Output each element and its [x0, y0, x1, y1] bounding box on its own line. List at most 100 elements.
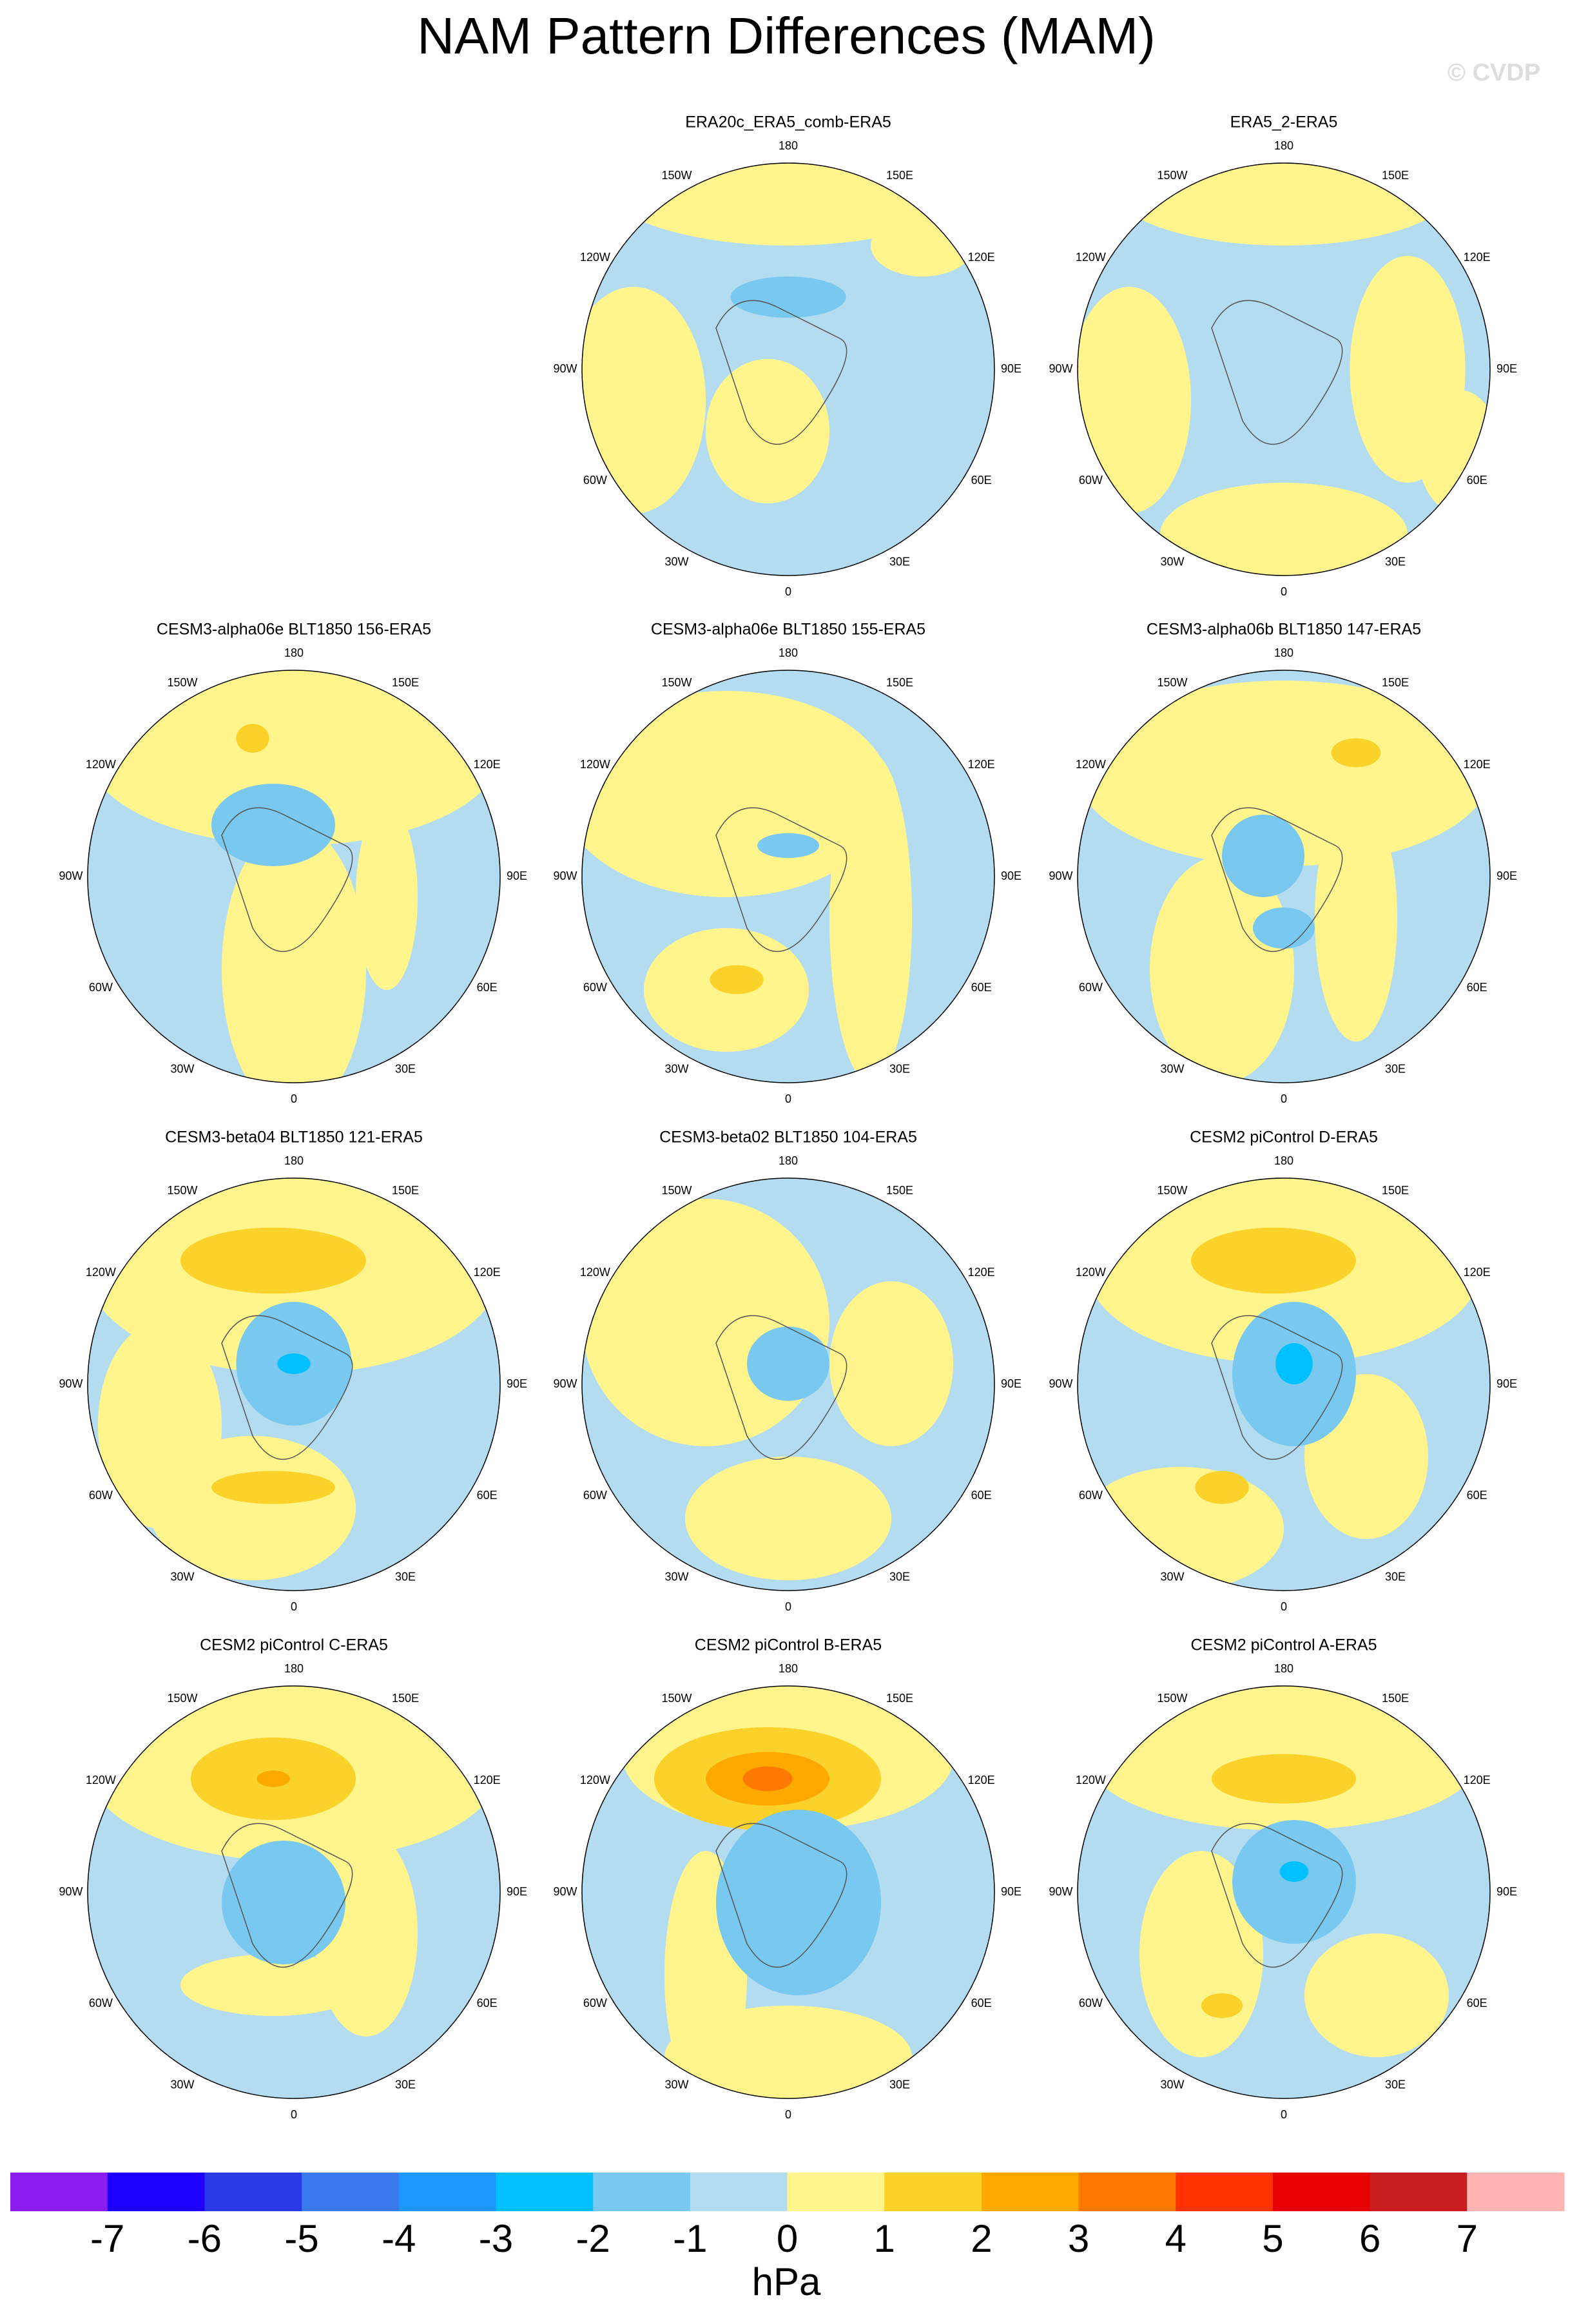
contour-region	[1078, 681, 1490, 866]
contour-region	[747, 1326, 829, 1401]
field	[1078, 681, 1490, 1083]
colorbar-tick-label: 1	[874, 2217, 895, 2260]
longitude-label: 30E	[889, 2078, 910, 2091]
longitude-label: 150W	[661, 169, 692, 182]
field	[1088, 1686, 1480, 2057]
coastline	[715, 300, 848, 445]
colorbar-tick-label: 2	[971, 2217, 992, 2260]
longitude-label: 0	[291, 2108, 297, 2121]
longitude-label: 60E	[971, 1997, 992, 2009]
colorbar-tick-label: -7	[90, 2217, 124, 2260]
panel-title: CESM2 piControl B-ERA5	[695, 1636, 882, 1654]
contour-region	[1109, 163, 1459, 246]
longitude-label: 120W	[1076, 251, 1106, 264]
longitude-label: 0	[1281, 1600, 1287, 1613]
contour-region	[1222, 815, 1304, 897]
longitude-label: 120E	[474, 1774, 501, 1787]
contour-region	[1150, 856, 1294, 1083]
longitude-label: 180	[1274, 1154, 1293, 1167]
contour-region	[88, 670, 500, 846]
longitude-label: 120W	[86, 1266, 116, 1279]
longitude-label: 30E	[1385, 2078, 1406, 2091]
longitude-label: 60W	[89, 1997, 113, 2009]
longitude-label: 30W	[1160, 555, 1184, 568]
longitude-label: 150E	[1382, 1184, 1409, 1197]
longitude-label: 150E	[1382, 1692, 1409, 1705]
longitude-label: 0	[1281, 1092, 1287, 1105]
longitude-label: 90E	[1001, 362, 1022, 375]
longitude-label: 30W	[170, 1062, 194, 1075]
contour-region	[742, 1766, 793, 1792]
longitude-label: 150W	[661, 1692, 692, 1705]
longitude-label: 120E	[968, 251, 995, 264]
longitude-label: 90E	[507, 1377, 527, 1390]
contour-region	[592, 163, 984, 246]
colorbar-tick-label: 0	[777, 2217, 798, 2260]
colorbar-tick-label: 3	[1068, 2217, 1089, 2260]
longitude-label: 90E	[1001, 1377, 1022, 1390]
longitude-label: 150W	[1157, 1184, 1187, 1197]
contour-region	[222, 825, 366, 1083]
contour-region	[1279, 1861, 1309, 1882]
contour-region	[829, 753, 912, 1083]
field	[88, 1686, 500, 2037]
contour-region	[98, 1322, 222, 1529]
longitude-label: 0	[785, 585, 791, 598]
longitude-label: 120W	[580, 758, 610, 771]
longitude-label: 0	[291, 1092, 297, 1105]
map-panel: CESM3-alpha06e BLT1850 156-ERA5 0 30E 60E 90…	[59, 621, 527, 1105]
longitude-label: 150W	[167, 1184, 197, 1197]
colorbar-tick-label: -4	[382, 2217, 416, 2260]
map-panel: ERA5_2-ERA5 0 30E 60E 90E 120E 150E 180 150W 120W…	[1049, 113, 1517, 598]
longitude-label: 60W	[1079, 474, 1103, 487]
colorbar-swatch	[787, 2173, 885, 2211]
longitude-label: 90W	[1049, 362, 1072, 375]
map-border	[1077, 162, 1491, 576]
contour-region	[1212, 1754, 1356, 1804]
field	[88, 670, 500, 1083]
longitude-label: 60E	[1467, 474, 1487, 487]
longitude-label: 120W	[1076, 1266, 1106, 1279]
longitude-label: 90W	[553, 1377, 577, 1390]
longitude-label: 150W	[1157, 1692, 1187, 1705]
longitude-label: 120E	[474, 758, 501, 771]
figure-title: NAM Pattern Differences (MAM)	[417, 7, 1155, 64]
field	[88, 1178, 500, 1580]
longitude-label: 30E	[1385, 555, 1406, 568]
longitude-label: 0	[785, 2108, 791, 2121]
longitude-label: 90E	[1497, 1377, 1517, 1390]
longitude-label: 180	[779, 1154, 798, 1167]
contour-region	[664, 2006, 912, 2098]
contour-region	[277, 1353, 311, 1374]
map-border	[581, 1177, 995, 1591]
longitude-label: 30E	[395, 2078, 416, 2091]
longitude-label: 0	[1281, 2108, 1287, 2121]
longitude-label: 0	[291, 1600, 297, 1613]
contour-region	[710, 965, 764, 994]
contour-region	[211, 1471, 335, 1504]
longitude-label: 120E	[1464, 251, 1491, 264]
colorbar-swatch	[10, 2173, 108, 2211]
map-panel: CESM3-beta02 BLT1850 104-ERA5 0 30E 60E 90E 1…	[553, 1128, 1022, 1613]
map-panel: CESM3-alpha06e BLT1850 155-ERA5 0 30E 60E 90…	[553, 621, 1022, 1105]
longitude-label: 30W	[1160, 2078, 1184, 2091]
contour-region	[356, 804, 418, 990]
panel-title: CESM3-alpha06e BLT1850 155-ERA5	[651, 621, 925, 639]
contour-region	[1160, 483, 1408, 576]
contour-region	[222, 1841, 345, 1964]
contour-region	[685, 1457, 891, 1580]
colorbar-swatch	[302, 2173, 400, 2211]
longitude-label: 120E	[1464, 1774, 1491, 1787]
longitude-label: 150E	[392, 676, 419, 689]
map-panel: CESM2 piControl C-ERA5 0 30E 60E 90E 120E 150E…	[59, 1636, 527, 2121]
contour-region	[211, 784, 335, 866]
longitude-label: 120E	[1464, 1266, 1491, 1279]
longitude-label: 60W	[89, 1489, 113, 1502]
map-border	[1077, 1685, 1491, 2099]
contour-region	[582, 1199, 829, 1446]
longitude-label: 30W	[664, 1570, 688, 1583]
longitude-label: 120E	[474, 1266, 501, 1279]
longitude-label: 90W	[1049, 869, 1072, 882]
panel-title: CESM3-alpha06e BLT1850 156-ERA5	[157, 621, 431, 639]
